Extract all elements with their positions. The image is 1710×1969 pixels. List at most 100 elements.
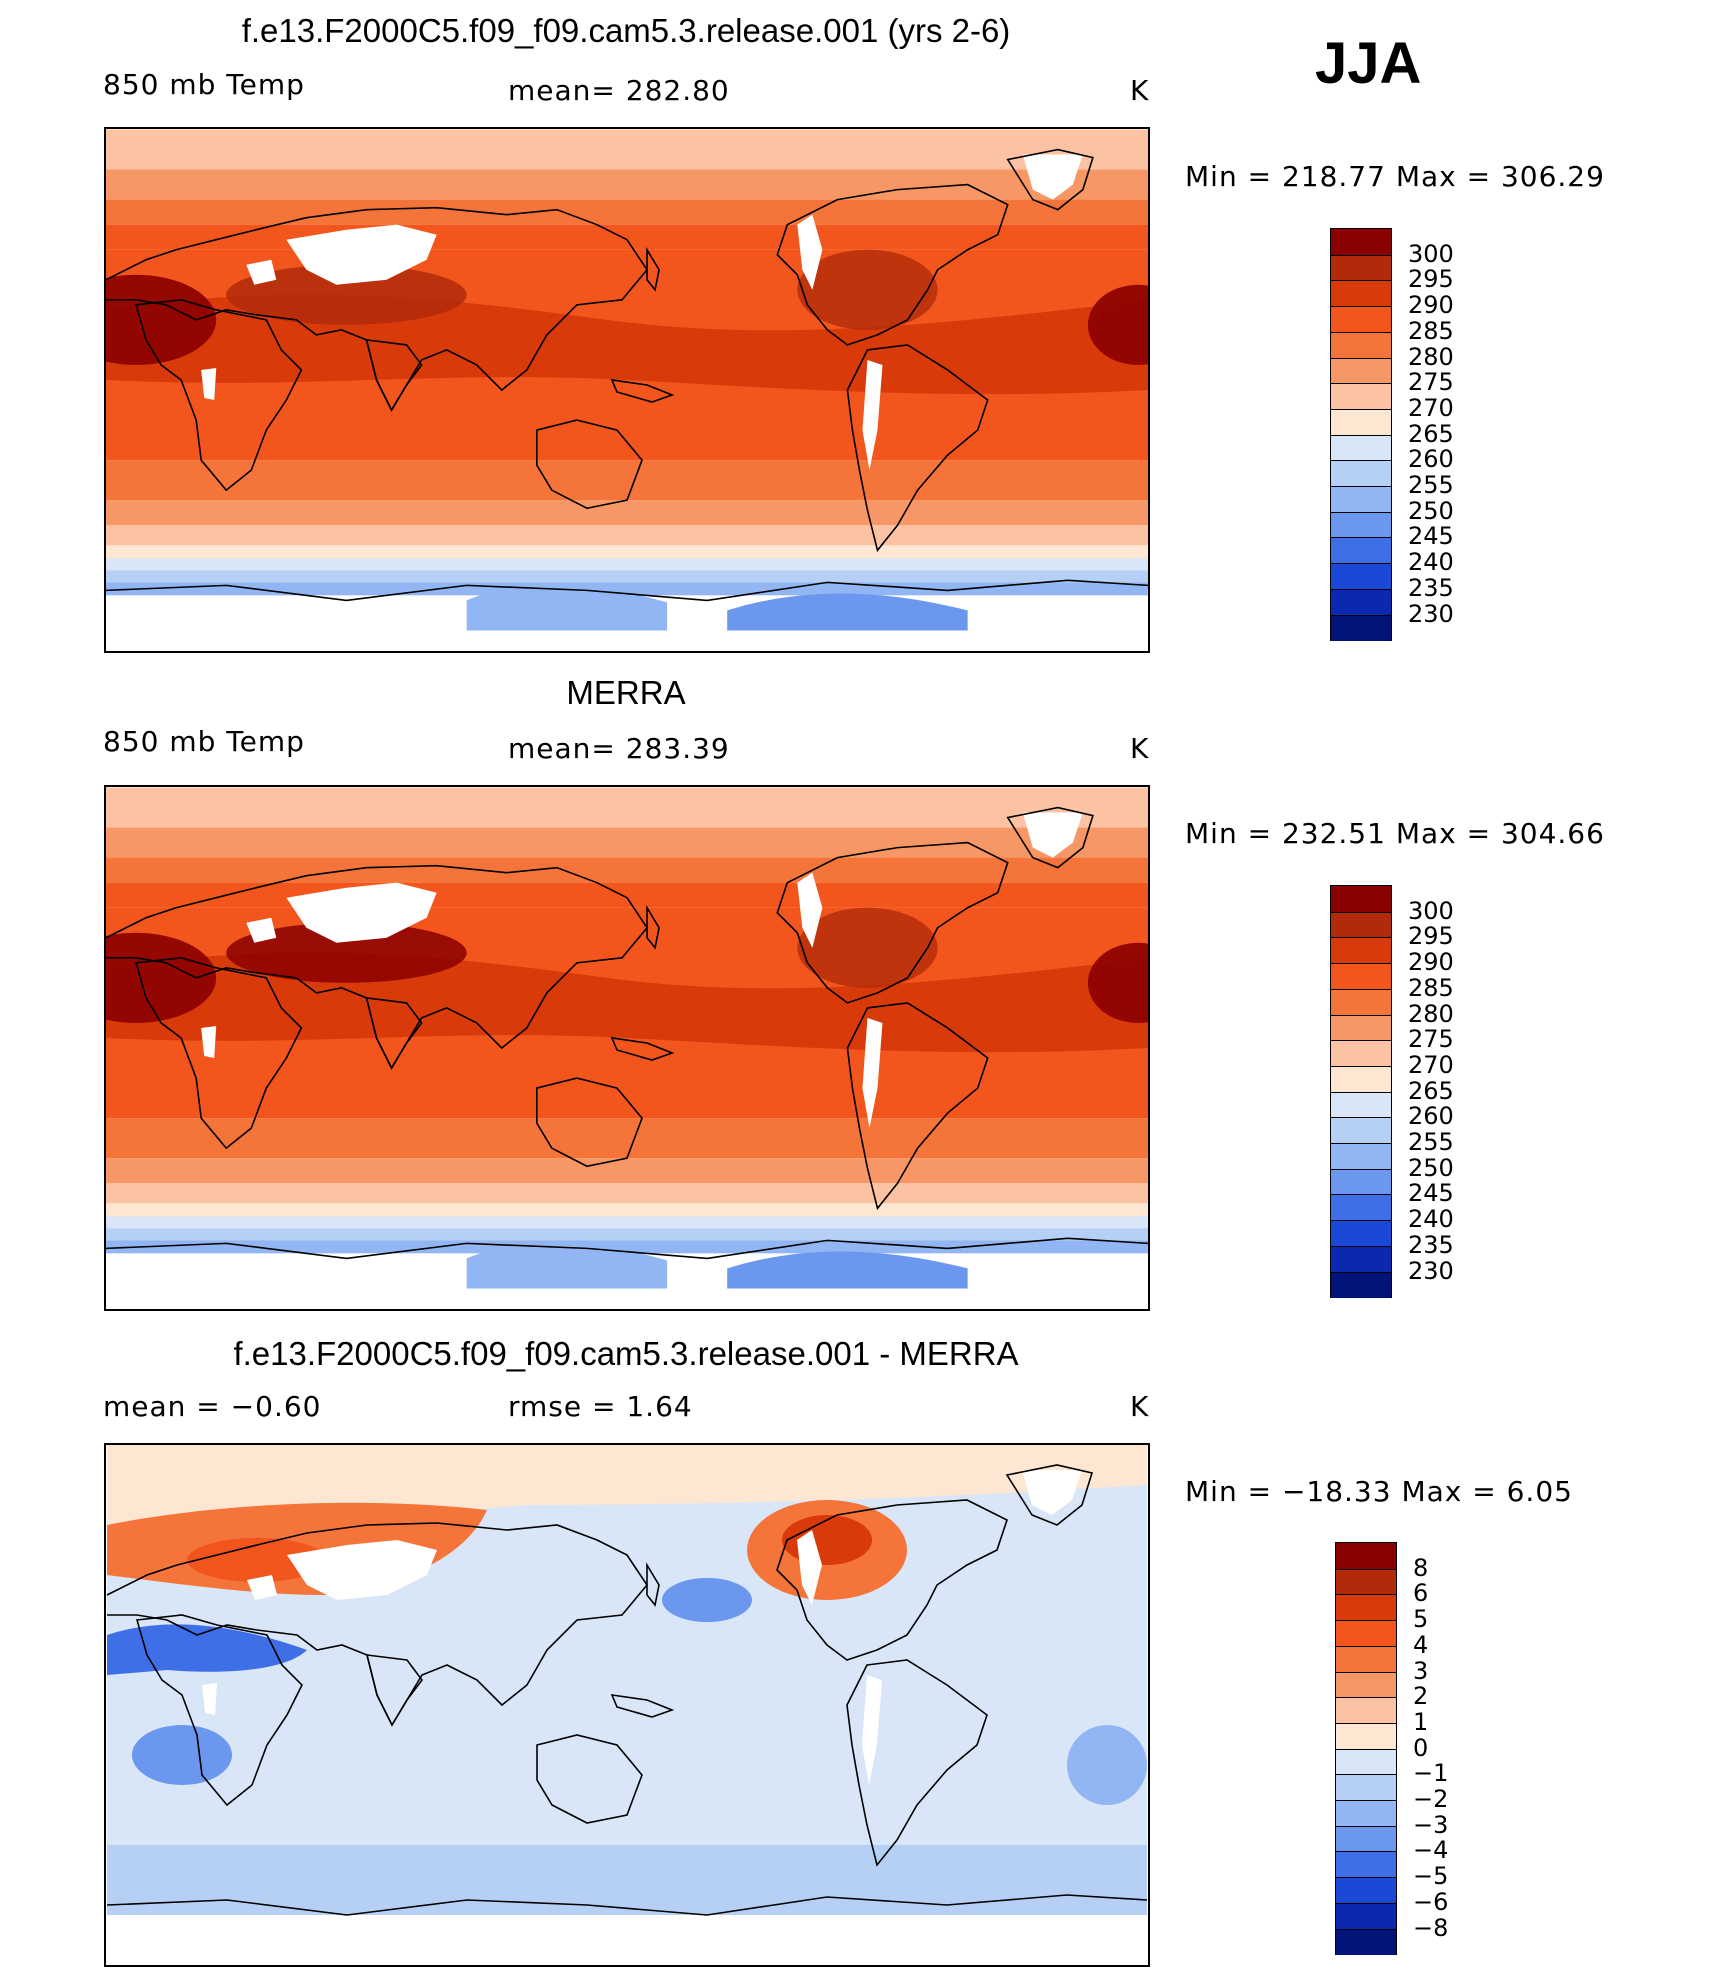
panel1-missing-data	[201, 367, 217, 401]
panel2-colorbar-swatch	[1331, 886, 1391, 912]
panel1-colorbar-tick-label: 275	[1408, 368, 1454, 397]
panel1-temp-band	[106, 199, 1148, 225]
panel2-temp-band	[106, 1203, 1148, 1217]
panel2-colorbar-tick-label: 275	[1408, 1025, 1454, 1054]
panel1-colorbar-swatch	[1331, 280, 1391, 308]
panel3-colorbar-boxes	[1335, 1542, 1397, 1956]
panel3-colorbar-swatch	[1336, 1851, 1396, 1879]
panel2-coastline	[776, 841, 1009, 1004]
panel3-colorbar-swatch	[1336, 1774, 1396, 1801]
panel1-colorbar-tick-label: 290	[1408, 291, 1454, 320]
panel3-diff-cold-africa	[132, 1725, 232, 1785]
panel3-colorbar-swatch	[1336, 1902, 1396, 1930]
panel2-colorbar-swatch	[1331, 937, 1391, 965]
panel3-rmse-label: rmse = 1.64	[508, 1390, 693, 1423]
panel1-coastline	[646, 246, 660, 292]
panel2-colorbar-swatch	[1331, 1168, 1391, 1196]
panel2-colorbar-boxes	[1330, 885, 1392, 1299]
panel3-diff-cold-arabia	[107, 1624, 307, 1675]
panel2-colorbar-tick-label: 265	[1408, 1076, 1454, 1105]
panel2-coastline	[610, 1036, 675, 1061]
panel1-colorbar-swatch	[1331, 563, 1391, 590]
panel1-colorbar-tick-label: 245	[1408, 522, 1454, 551]
panel2-coastline	[106, 1237, 1148, 1260]
panel2-colorbar-tick-label: 285	[1408, 973, 1454, 1002]
panel2-missing-data	[862, 1017, 883, 1129]
panel3-missing-data	[797, 1530, 822, 1605]
panel2-temp-band	[106, 1158, 1148, 1184]
panel2-missing-data	[797, 872, 823, 948]
panel1-colorbar-tick-label: 240	[1408, 548, 1454, 577]
panel3-colorbar-tick-label: 5	[1413, 1605, 1429, 1634]
panel1-colorbar-swatch	[1331, 614, 1391, 642]
panel3-coastline	[1005, 1464, 1094, 1526]
panel2-colorbar-swatch	[1331, 1143, 1391, 1170]
panel3-title: f.e13.F2000C5.f09_f09.cam5.3.release.001…	[233, 1335, 1019, 1372]
panel1-coastline	[846, 344, 989, 553]
panel3-missing-data	[202, 1683, 217, 1715]
panel3-diff-cold-indian	[1067, 1725, 1147, 1805]
panel3-map-svg	[106, 1445, 1148, 1965]
panel3-antarctica-mask	[107, 1915, 1147, 1965]
panel2-hot-spot-asia	[226, 922, 467, 983]
panel2-hot-spot-africa	[106, 932, 217, 1023]
panel3-units-label: K	[1130, 1390, 1150, 1423]
panel3-colorbar-swatch	[1336, 1697, 1396, 1724]
panel1-colorbar-swatch	[1331, 434, 1391, 462]
panel1-minmax-label: Min = 218.77 Max = 306.29	[1185, 160, 1605, 193]
panel1-colorbar-boxes	[1330, 228, 1392, 642]
panel2-temp-band	[106, 1228, 1148, 1241]
panel1-colorbar-swatch	[1331, 537, 1391, 565]
panel1-map	[104, 127, 1150, 653]
panel2-missing-data	[201, 1025, 217, 1059]
panel2-coastline	[1006, 806, 1094, 869]
panel3-coastline	[610, 1694, 675, 1718]
panel2-antarctic-cold	[727, 1251, 968, 1289]
panel1-missing-data	[286, 224, 437, 285]
panel1-colorbar-tick-label: 300	[1408, 239, 1454, 268]
panel3-colorbar-swatch	[1336, 1645, 1396, 1673]
panel1-hot-spot-africa	[106, 274, 217, 365]
panel2-colorbar-tick-label: 230	[1408, 1256, 1454, 1285]
panel1-colorbar-tick-label: 260	[1408, 445, 1454, 474]
panel2-colorbar-swatch	[1331, 911, 1391, 939]
panel2-colorbar-tick-label: 280	[1408, 999, 1454, 1028]
panel1-coastline	[365, 338, 423, 412]
panel2-colorbar-tick-label: 240	[1408, 1205, 1454, 1234]
panel3-colorbar-swatch	[1336, 1568, 1396, 1596]
panel2-antarctic-cold	[466, 1241, 668, 1289]
panel3-colorbar-swatch	[1336, 1748, 1396, 1776]
panel2-minmax-label: Min = 232.51 Max = 304.66	[1185, 817, 1605, 850]
panel1-colorbar-swatch	[1331, 331, 1391, 359]
panel2-colorbar-tick-label: 235	[1408, 1230, 1454, 1259]
panel2-colorbar-swatch	[1331, 963, 1391, 990]
panel2-colorbar-swatch	[1331, 1065, 1391, 1093]
panel1-colorbar-tick-label: 285	[1408, 316, 1454, 345]
panel1-colorbar-tick-label: 270	[1408, 393, 1454, 422]
panel1-hot-spot-sahara	[1087, 284, 1148, 365]
panel2-colorbar-tick-label: 300	[1408, 896, 1454, 925]
panel3-mean-label: mean = −0.60	[103, 1390, 322, 1423]
panel3-colorbar-tick-label: −1	[1413, 1759, 1449, 1788]
panel1-colorbar-swatch	[1331, 254, 1391, 282]
panel2-colorbar-swatch	[1331, 1117, 1391, 1144]
panel2-temp-band	[106, 827, 1148, 858]
panel2-units-label: K	[1130, 732, 1150, 765]
panel2-variable-label: 850 mb Temp	[103, 725, 305, 758]
panel2-colorbar-swatch	[1331, 1040, 1391, 1067]
panel3-colorbar-swatch	[1336, 1877, 1396, 1904]
panel2-coastline	[536, 1077, 643, 1168]
panel1-colorbar-tick-label: 295	[1408, 265, 1454, 294]
panel1-hot-spot-namerica	[797, 249, 938, 330]
panel2-colorbar-tick-label: 270	[1408, 1050, 1454, 1079]
panel3-colorbar-tick-label: 2	[1413, 1682, 1429, 1711]
panel1-colorbar-tick-label: 265	[1408, 419, 1454, 448]
panel1-coastline	[776, 183, 1009, 346]
panel2-coastline	[135, 957, 303, 1150]
panel1-colorbar-swatch	[1331, 486, 1391, 513]
panel1-temp-band	[106, 460, 1148, 501]
panel3-diff-hot-namerica	[782, 1515, 872, 1565]
panel2-colorbar-tick-label: 255	[1408, 1128, 1454, 1156]
panel1-colorbar-swatch	[1331, 383, 1391, 410]
panel3-colorbar-swatch	[1336, 1800, 1396, 1827]
